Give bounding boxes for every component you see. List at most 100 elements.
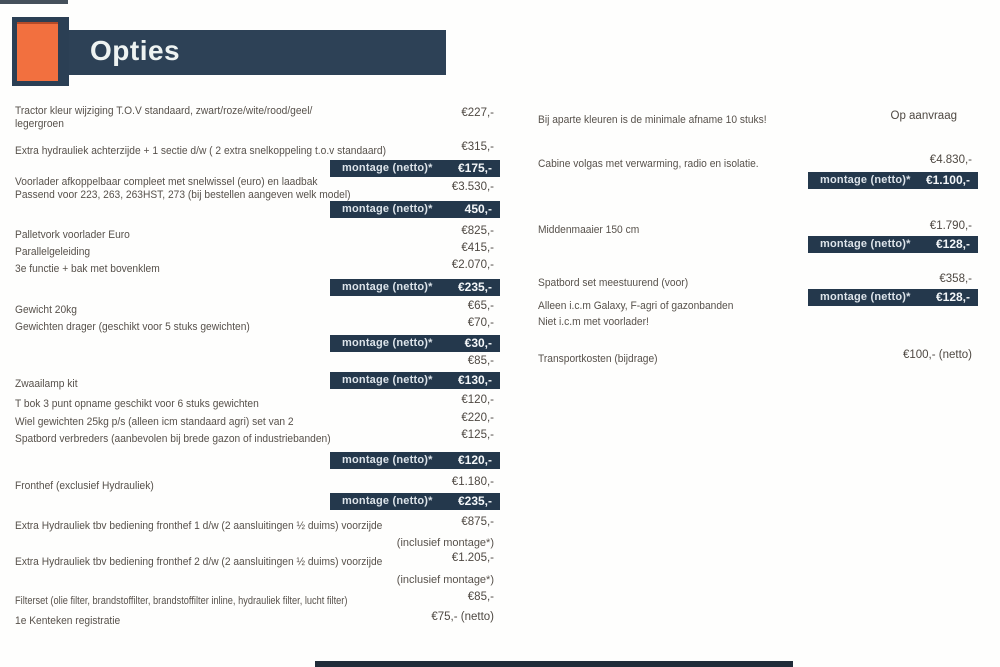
montage-badge-price: €130,- — [457, 373, 492, 387]
page-title: Opties — [90, 35, 181, 66]
montage-badge: montage (netto)* €128,- — [808, 289, 978, 306]
option-label: Wiel gewichten 25kg p/s (alleen icm stan… — [15, 416, 294, 428]
option-label: Tractor kleur wijziging T.O.V standaard,… — [15, 105, 313, 130]
option-label: Fronthef (exclusief Hydrauliek) — [15, 480, 154, 492]
montage-badge-label: montage (netto)* — [342, 374, 433, 386]
option-label: Spatbord set meestuurend (voor) — [538, 277, 689, 289]
option-price: €70,- — [467, 317, 494, 329]
title-bar: Opties — [56, 30, 446, 75]
montage-badge: montage (netto)* €235,- — [330, 493, 500, 510]
option-price: €65,- — [467, 300, 494, 312]
montage-badge-label: montage (netto)* — [342, 281, 433, 293]
option-label: Voorlader afkoppelbaar compleet met snel… — [15, 176, 351, 201]
bottom-edge-mark — [315, 661, 793, 667]
option-price: €1.180,- — [451, 476, 494, 488]
montage-badge-price: €128,- — [935, 237, 970, 251]
option-row: Tractor kleur wijziging T.O.V standaard,… — [15, 105, 496, 130]
option-row: Palletvork voorlader Euro €825,- — [15, 225, 496, 241]
option-row: Extra hydrauliek achterzijde + 1 sectie … — [15, 141, 496, 157]
montage-badge-label: montage (netto)* — [820, 238, 911, 250]
option-note: Alleen i.c.m Galaxy, F-agri of gazonband… — [538, 300, 734, 312]
option-price: €3.530,- — [451, 181, 494, 193]
option-row: Extra Hydrauliek tbv bediening fronthef … — [15, 516, 496, 532]
option-note: Niet i.c.m met voorlader! — [538, 316, 649, 328]
option-row: Voorlader afkoppelbaar compleet met snel… — [15, 176, 496, 201]
montage-badge-price: 450,- — [464, 202, 492, 216]
montage-badge-label: montage (netto)* — [342, 162, 433, 174]
option-price: €220,- — [461, 412, 494, 424]
montage-badge: montage (netto)* €235,- — [330, 279, 500, 296]
option-row: 3e functie + bak met bovenklem €2.070,- — [15, 259, 496, 275]
option-label: 1e Kenteken registratie — [15, 615, 121, 627]
option-price: €125,- — [461, 429, 494, 441]
option-price: €100,- (netto) — [902, 349, 972, 361]
montage-badge: montage (netto)* €175,- — [330, 160, 500, 177]
option-label: Bij aparte kleuren is de minimale afname… — [538, 114, 767, 126]
option-row: (inclusief montage*) — [15, 574, 496, 589]
montage-badge: montage (netto)* €30,- — [330, 335, 500, 352]
option-label: Gewichten drager (geschikt voor 5 stuks … — [15, 321, 250, 333]
option-row: (inclusief montage*) — [15, 537, 496, 552]
option-row: Zwaailamp kit — [15, 374, 496, 390]
option-price: €85,- — [467, 355, 494, 367]
montage-badge: montage (netto)* €1.100,- — [808, 172, 978, 189]
option-price: €85,- — [467, 591, 494, 603]
option-row: Filterset (olie filter, brandstoffilter,… — [15, 591, 496, 607]
option-row: Fronthef (exclusief Hydrauliek) €1.180,- — [15, 476, 496, 492]
option-label: Palletvork voorlader Euro — [15, 229, 130, 241]
option-row: Extra Hydrauliek tbv bediening fronthef … — [15, 552, 496, 568]
option-label: Extra Hydrauliek tbv bediening fronthef … — [15, 520, 383, 532]
included-montage-note: (inclusief montage*) — [396, 574, 494, 586]
option-price: €415,- — [461, 242, 494, 254]
top-edge-mark — [0, 0, 68, 4]
montage-badge-price: €128,- — [935, 290, 970, 304]
option-label: Middenmaaier 150 cm — [538, 224, 640, 236]
montage-badge-price: €30,- — [464, 336, 492, 350]
montage-badge-label: montage (netto)* — [342, 203, 433, 215]
option-label: Gewicht 20kg — [15, 304, 77, 316]
montage-badge-price: €120,- — [457, 453, 492, 467]
montage-badge-label: montage (netto)* — [342, 337, 433, 349]
option-label: Zwaailamp kit — [15, 378, 78, 390]
option-row: Gewicht 20kg €65,- — [15, 300, 496, 316]
option-price: €120,- — [461, 394, 494, 406]
option-row: T bok 3 punt opname geschikt voor 6 stuk… — [15, 394, 496, 410]
option-price: Op aanvraag — [890, 110, 958, 122]
montage-badge-label: montage (netto)* — [342, 454, 433, 466]
option-price: €358,- — [939, 273, 972, 285]
option-label: T bok 3 punt opname geschikt voor 6 stuk… — [15, 398, 259, 410]
option-label: Cabine volgas met verwarming, radio en i… — [538, 158, 759, 170]
option-note-row: Niet i.c.m met voorlader! — [538, 312, 975, 328]
montage-badge: montage (netto)* €128,- — [808, 236, 978, 253]
option-label: Filterset (olie filter, brandstoffilter,… — [15, 595, 348, 607]
montage-badge-label: montage (netto)* — [820, 174, 911, 186]
option-label: Extra Hydrauliek tbv bediening fronthef … — [15, 556, 383, 568]
option-row: 1e Kenteken registratie €75,- (netto) — [15, 611, 496, 627]
option-price: €1.205,- — [451, 552, 494, 564]
option-row: Gewichten drager (geschikt voor 5 stuks … — [15, 317, 496, 333]
option-row: Bij aparte kleuren is de minimale afname… — [538, 110, 975, 126]
montage-badge-label: montage (netto)* — [820, 291, 911, 303]
montage-badge-price: €235,- — [457, 280, 492, 294]
option-price: €75,- (netto) — [431, 611, 494, 623]
option-label: 3e functie + bak met bovenklem — [15, 263, 160, 275]
option-row: Middenmaaier 150 cm €1.790,- — [538, 220, 975, 236]
option-row: Wiel gewichten 25kg p/s (alleen icm stan… — [15, 412, 496, 428]
option-price: €875,- — [461, 516, 494, 528]
option-price: €315,- — [461, 141, 494, 153]
option-price: €227,- — [461, 107, 494, 119]
option-label: Extra hydrauliek achterzijde + 1 sectie … — [15, 145, 387, 157]
option-row: Spatbord verbreders (aanbevolen bij bred… — [15, 429, 496, 445]
montage-badge: montage (netto)* €130,- — [330, 372, 500, 389]
option-row: €85,- — [15, 355, 496, 370]
montage-badge: montage (netto)* 450,- — [330, 201, 500, 218]
option-row: Cabine volgas met verwarming, radio en i… — [538, 154, 975, 170]
option-price: €4.830,- — [929, 154, 972, 166]
option-label: Spatbord verbreders (aanbevolen bij bred… — [15, 433, 331, 445]
option-price: €1.790,- — [929, 220, 972, 232]
montage-badge: montage (netto)* €120,- — [330, 452, 500, 469]
montage-badge-price: €1.100,- — [925, 173, 970, 187]
option-row: Spatbord set meestuurend (voor) €358,- — [538, 273, 975, 289]
logo-orange-square — [17, 22, 58, 81]
